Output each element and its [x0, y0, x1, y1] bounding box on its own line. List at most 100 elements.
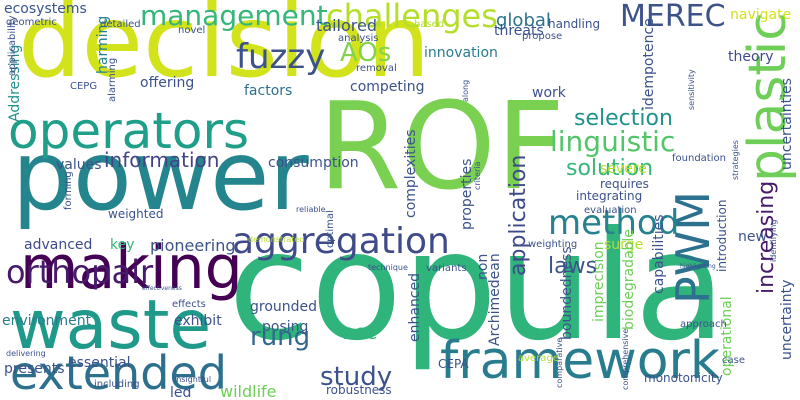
- word-approach: approach: [680, 319, 727, 330]
- word-information: information: [104, 148, 220, 172]
- word-cepa: CEPA: [438, 357, 469, 371]
- word-enhanced: enhanced: [407, 272, 423, 342]
- word-uncertainties: uncertainties: [779, 78, 795, 170]
- word-waste: waste: [10, 286, 212, 365]
- word-biodegradable: biodegradable: [621, 229, 637, 330]
- word-idempotence: idempotence: [641, 18, 657, 110]
- word-making: making: [20, 233, 243, 303]
- word-competing: competing: [350, 79, 425, 95]
- word-effects: effects: [172, 299, 206, 310]
- word-uncertainty: uncertainty: [779, 279, 795, 360]
- word-introduction: introduction: [715, 199, 729, 272]
- word-rof: ROF: [318, 78, 565, 217]
- word-surge: surge: [604, 237, 644, 253]
- word-propose: propose: [522, 31, 563, 42]
- word-rung: rung: [250, 322, 311, 352]
- word-application: application: [506, 154, 531, 276]
- word-identifying: identifying: [769, 219, 778, 262]
- word-applicability: applicability: [7, 15, 18, 76]
- word-laws: laws: [548, 254, 598, 279]
- word-evaluation: evaluation: [584, 205, 637, 216]
- word-aggregation: aggregation: [232, 221, 450, 262]
- word-including: including: [94, 379, 140, 390]
- word-management: management: [140, 0, 328, 32]
- word-demonstrated: demonstrated: [248, 235, 305, 244]
- word-integrating: integrating: [576, 189, 643, 203]
- word-strategies: strategies: [731, 140, 740, 180]
- word-operators: operators: [8, 102, 250, 160]
- word-non: non: [475, 253, 491, 280]
- word-power: power: [12, 120, 309, 232]
- word-capabilities: capabilities: [651, 214, 667, 294]
- word-fuzzy: fuzzy: [236, 37, 326, 77]
- word-theory: theory: [728, 49, 774, 65]
- word-removal: removal: [356, 63, 397, 74]
- word-study: study: [320, 362, 393, 392]
- word-detailed: detailed: [100, 19, 141, 30]
- word-boundedness: boundedness: [559, 246, 575, 340]
- word-technique: technique: [368, 263, 408, 272]
- word-requires: requires: [600, 177, 649, 191]
- word-forming: forming: [63, 171, 74, 210]
- word-posing: posing: [262, 319, 309, 335]
- word-challenges: challenges: [326, 0, 498, 35]
- word-navigate: navigate: [730, 7, 792, 23]
- word-environment: environment: [2, 313, 92, 329]
- word-presents: presents: [4, 361, 65, 377]
- word-threats: threats: [494, 23, 544, 39]
- word-aos: AOs: [340, 38, 392, 68]
- word-extended: extended: [10, 346, 227, 400]
- word-linguistic: linguistic: [550, 125, 676, 158]
- word-complexities: complexities: [403, 129, 419, 218]
- word-selection: selection: [574, 106, 673, 131]
- word-insightful: insightful: [174, 375, 212, 384]
- word-criteria: criteria: [473, 161, 482, 190]
- word-exhibit: exhibit: [174, 313, 222, 329]
- word-decision: decision: [18, 0, 431, 100]
- word-solution: solution: [566, 156, 654, 181]
- word-monotonicity: monotonicity: [644, 371, 723, 385]
- word-consumption: consumption: [268, 155, 359, 171]
- word-essential: essential: [68, 355, 131, 371]
- word-weighted: weighted: [108, 207, 164, 221]
- word-based: based: [414, 19, 445, 30]
- word-optimal: optimal: [325, 210, 336, 248]
- word-weighting: weighting: [528, 239, 578, 250]
- word-acc: ACC: [344, 324, 378, 343]
- word-foundation: foundation: [672, 153, 726, 164]
- word-geometric: geometric: [6, 17, 57, 28]
- word-factors: factors: [244, 83, 293, 99]
- word-copula: copula: [228, 200, 727, 374]
- word-innovation: innovation: [424, 45, 498, 61]
- word-case: case: [722, 355, 745, 366]
- word-cepg: CEPG: [70, 81, 98, 92]
- word-imprecision: imprecision: [591, 241, 607, 322]
- word-handling: handling: [548, 17, 601, 31]
- word-pioneering: pioneering: [150, 236, 236, 255]
- word-alarming: alarming: [107, 57, 118, 102]
- word-novel: novel: [178, 25, 206, 36]
- word-merec: MEREC: [620, 0, 726, 34]
- word-variants: variants: [426, 263, 467, 274]
- word-sensitivity: sensitivity: [687, 69, 696, 110]
- word-orthopair: orthopair: [6, 253, 154, 291]
- word-delivering: delivering: [6, 349, 46, 358]
- word-global: global: [496, 10, 551, 31]
- word-comprehensive: comprehensive: [621, 328, 630, 390]
- word-new: new: [738, 229, 767, 245]
- word-average: average: [518, 353, 559, 364]
- word-advanced: advanced: [24, 237, 93, 253]
- word-reliable: reliable: [296, 205, 326, 214]
- word-wildlife: wildlife: [220, 382, 277, 400]
- word-offering: offering: [140, 75, 195, 91]
- word-values: values: [56, 157, 102, 173]
- word-effectiveness: effectiveness: [142, 285, 182, 292]
- word-along: along: [461, 79, 470, 102]
- word-analysis: analysis: [338, 33, 379, 44]
- word-tailored: tailored: [316, 16, 377, 35]
- word-method: method: [548, 203, 680, 243]
- word-framework: framework: [440, 331, 721, 391]
- word-grounded: grounded: [250, 299, 318, 315]
- word-properties: properties: [459, 158, 475, 230]
- word-highlighting: highlighting: [680, 263, 716, 270]
